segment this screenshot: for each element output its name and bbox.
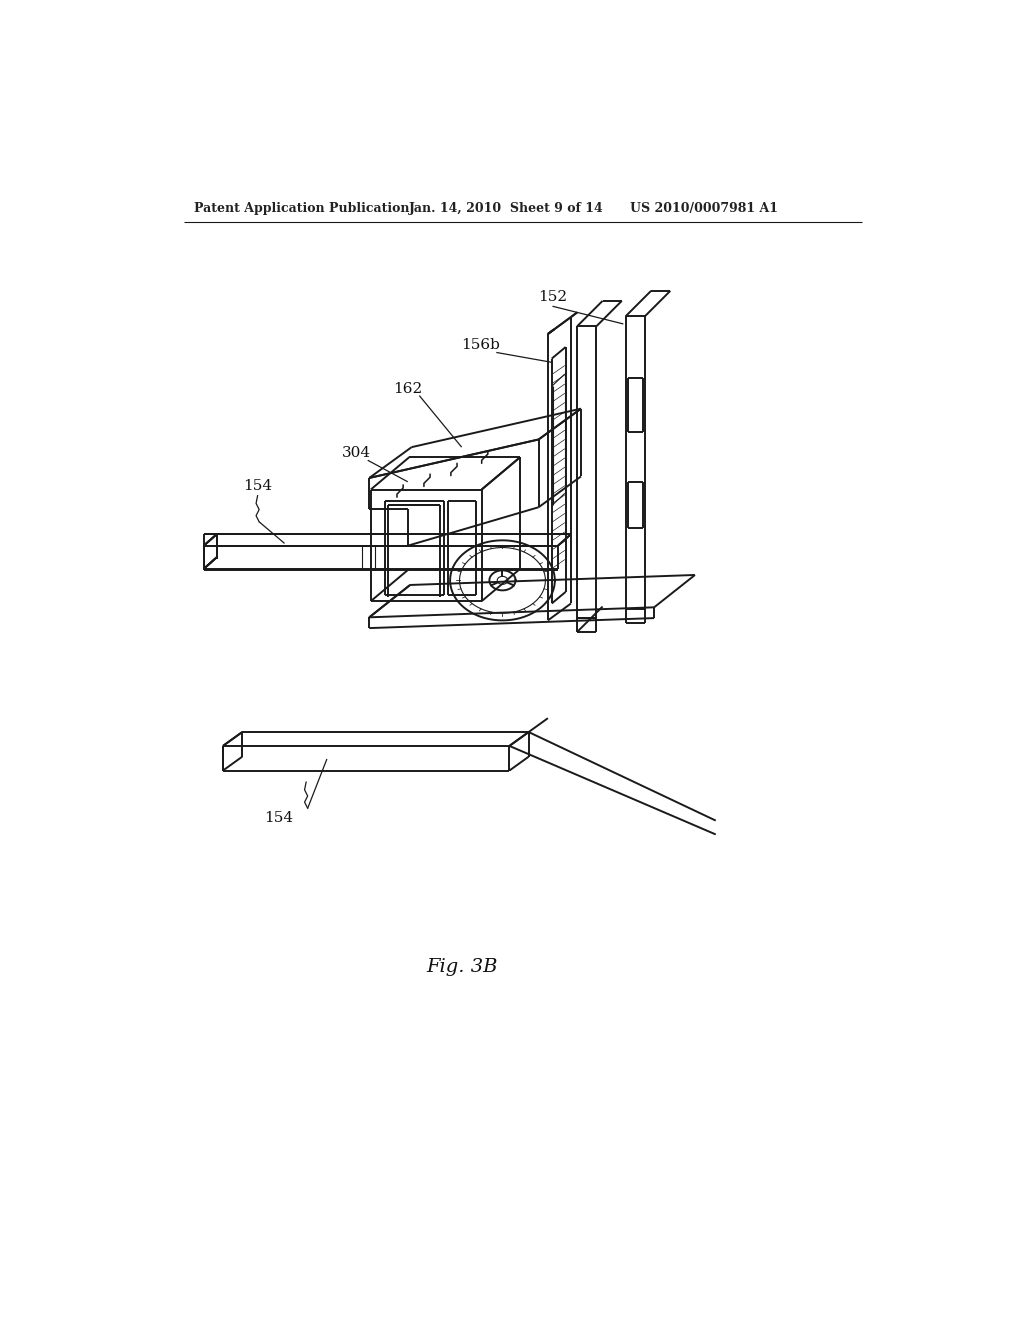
- Text: Fig. 3B: Fig. 3B: [426, 958, 498, 975]
- Text: Jan. 14, 2010  Sheet 9 of 14: Jan. 14, 2010 Sheet 9 of 14: [410, 202, 604, 215]
- Text: 304: 304: [342, 446, 371, 461]
- Text: 162: 162: [393, 383, 422, 396]
- Text: 152: 152: [538, 290, 567, 304]
- Text: 156b: 156b: [462, 338, 501, 352]
- Text: 154: 154: [264, 810, 294, 825]
- Text: Patent Application Publication: Patent Application Publication: [195, 202, 410, 215]
- Text: 154: 154: [243, 479, 272, 492]
- Text: US 2010/0007981 A1: US 2010/0007981 A1: [630, 202, 777, 215]
